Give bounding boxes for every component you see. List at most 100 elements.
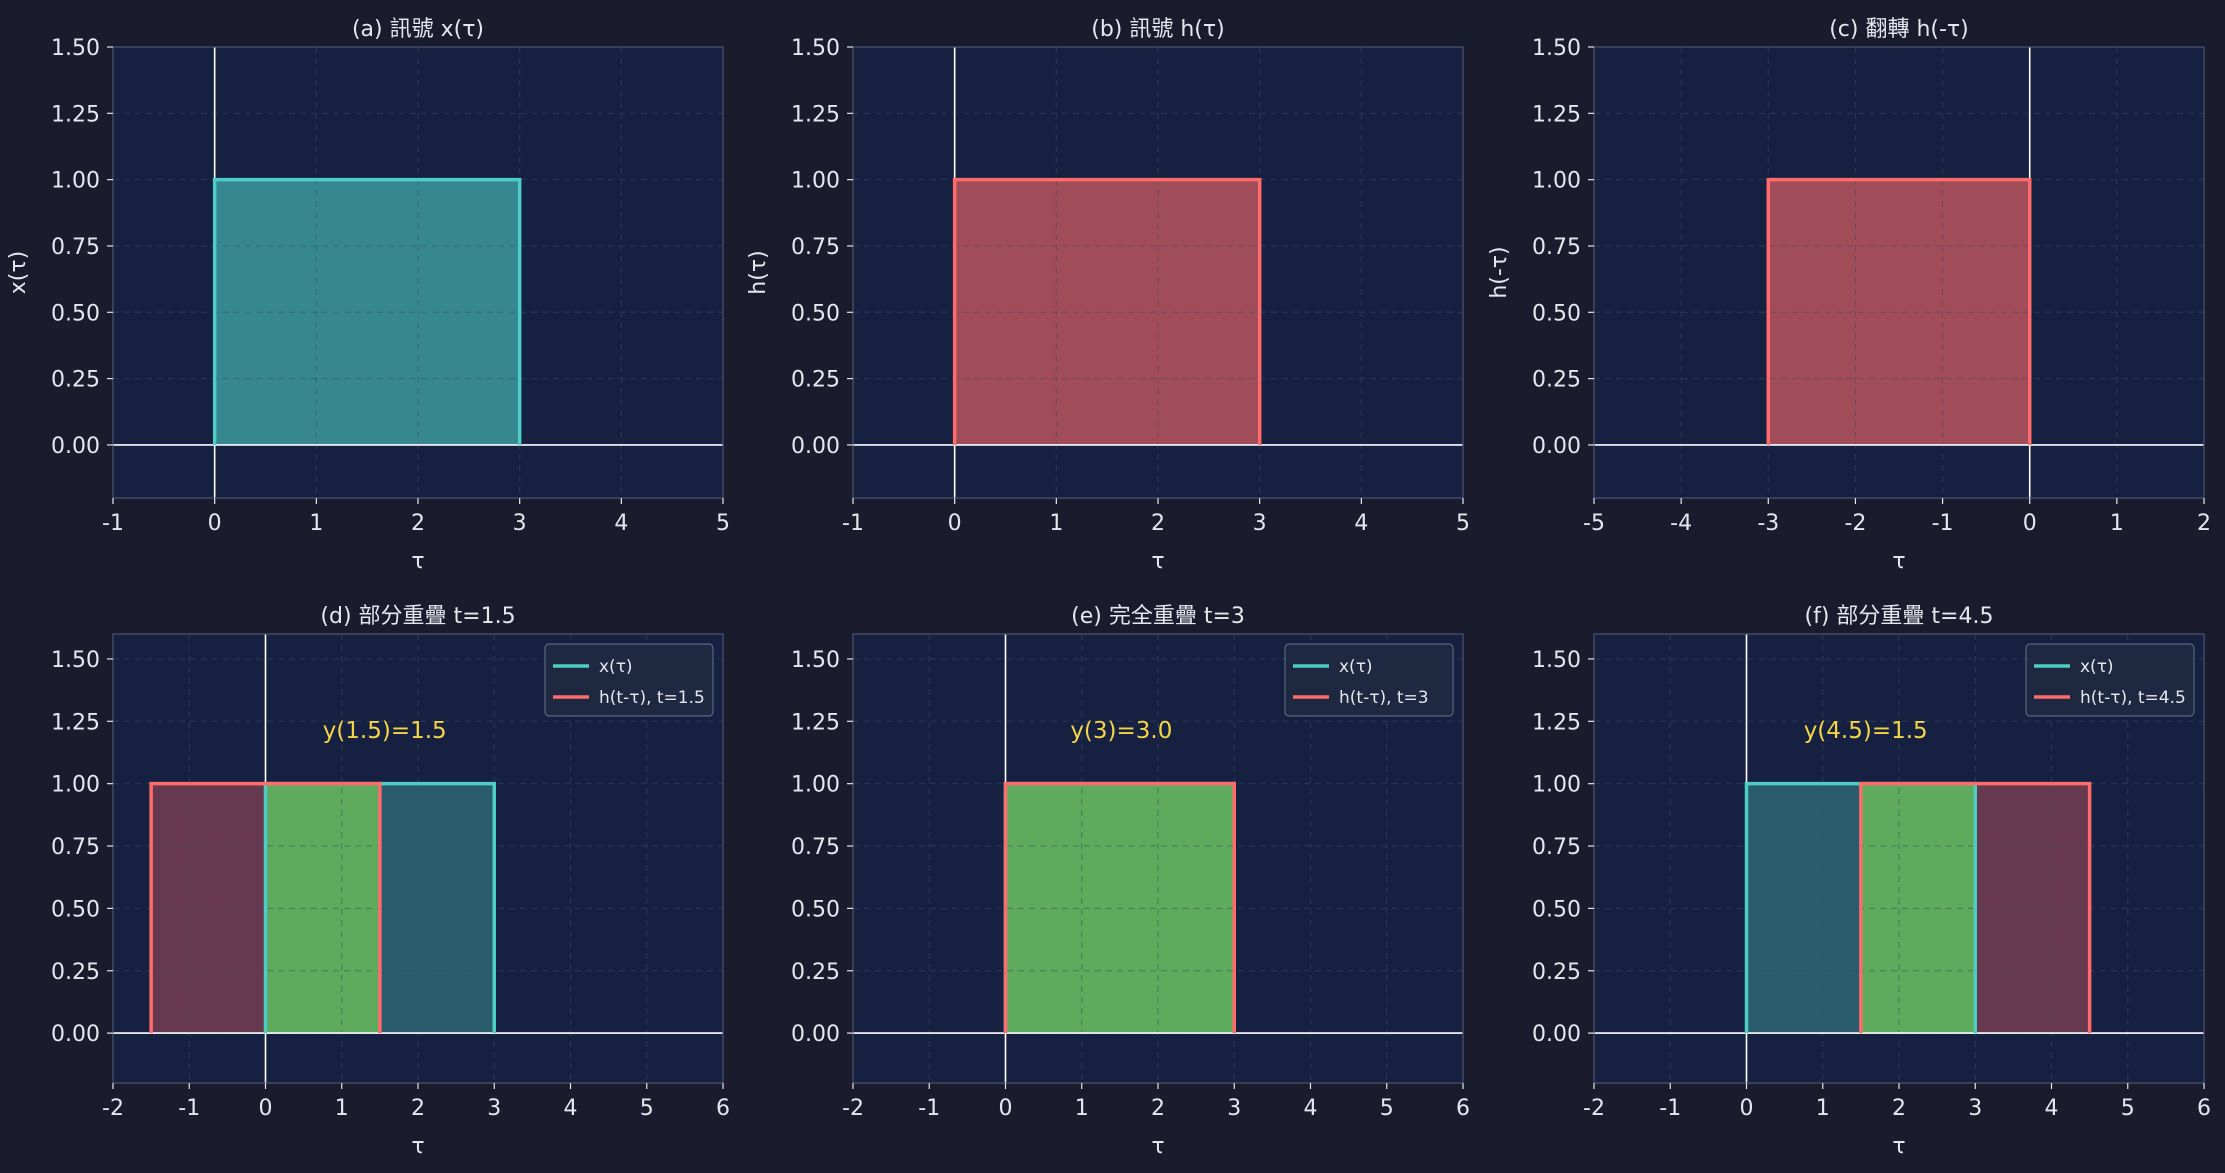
y-tick-label: 1.50 xyxy=(1532,648,1581,673)
signal-line-x xyxy=(212,177,522,445)
x-tick-label: 6 xyxy=(716,1096,730,1121)
x-axis-label: τ xyxy=(1151,549,1164,574)
x-tick-label: 1 xyxy=(309,511,323,536)
y-tick-label: 0.50 xyxy=(1532,897,1581,922)
x-tick-label: 5 xyxy=(640,1096,654,1121)
y-tick-label: 1.00 xyxy=(1532,773,1581,798)
y-tick-label: 0.25 xyxy=(1532,960,1581,985)
legend-label: h(t-τ), t=4.5 xyxy=(2080,688,2186,708)
legend-label: x(τ) xyxy=(2080,657,2114,677)
y-tick-label: 0.50 xyxy=(51,897,100,922)
y-tick-label: 0.00 xyxy=(791,1022,840,1047)
x-tick-label: 2 xyxy=(1151,511,1165,536)
y-tick-label: 0.50 xyxy=(51,301,100,326)
y-tick-label: 0.25 xyxy=(791,368,840,393)
x-tick-label: 3 xyxy=(1968,1096,1982,1121)
x-tick-label: -4 xyxy=(1670,511,1692,536)
y-tick-label: 0.00 xyxy=(51,434,100,459)
x-tick-label: 4 xyxy=(564,1096,578,1121)
y-tick-label: 0.75 xyxy=(51,235,100,260)
y-tick-label: 1.50 xyxy=(51,36,100,61)
x-tick-label: 0 xyxy=(259,1096,273,1121)
y-tick-label: 0.50 xyxy=(791,301,840,326)
signal-line-h xyxy=(149,781,382,1034)
x-tick-label: 4 xyxy=(2045,1096,2059,1121)
x-tick-label: 2 xyxy=(411,1096,425,1121)
x-tick-label: -5 xyxy=(1583,511,1605,536)
result-annotation: y(1.5)=1.5 xyxy=(323,718,447,744)
x-tick-label: 1 xyxy=(1075,1096,1089,1121)
x-tick-label: 0 xyxy=(948,511,962,536)
y-tick-label: 1.25 xyxy=(51,102,100,127)
x-tick-label: 4 xyxy=(1304,1096,1318,1121)
x-tick-label: 1 xyxy=(1049,511,1063,536)
y-tick-label: 1.50 xyxy=(1532,36,1581,61)
chart-panel-2: -5 -4 -3 -2 -1 0 1 2 0.00 0.25 0.50 0.75 1.00 1.25 1.5… xyxy=(1487,17,2211,574)
x-tick-label: 1 xyxy=(1816,1096,1830,1121)
chart-title: (e) 完全重疊 t=3 xyxy=(1071,604,1245,629)
x-tick-label: 2 xyxy=(2197,511,2211,536)
chart-title: (a) 訊號 x(τ) xyxy=(352,17,484,42)
x-tick-label: 5 xyxy=(1456,511,1470,536)
chart-title: (d) 部分重疊 t=1.5 xyxy=(320,604,515,629)
chart-title: (b) 訊號 h(τ) xyxy=(1091,17,1224,42)
y-tick-label: 0.25 xyxy=(51,960,100,985)
y-tick-label: 1.00 xyxy=(1532,169,1581,194)
y-tick-label: 1.50 xyxy=(791,648,840,673)
legend-label: x(τ) xyxy=(1339,657,1373,677)
x-tick-label: -1 xyxy=(102,511,124,536)
y-tick-label: 0.75 xyxy=(51,835,100,860)
signal-line-h xyxy=(1766,177,2032,445)
x-tick-label: -2 xyxy=(1844,511,1866,536)
y-tick-label: 1.25 xyxy=(51,710,100,735)
signal-line-h xyxy=(1859,781,2092,1034)
x-tick-label: 1 xyxy=(335,1096,349,1121)
x-tick-label: 4 xyxy=(614,511,628,536)
y-tick-label: 0.75 xyxy=(791,235,840,260)
overlap-area xyxy=(1860,783,1976,1034)
y-tick-label: 1.00 xyxy=(51,773,100,798)
y-tick-label: 0.25 xyxy=(51,368,100,393)
x-tick-label: 5 xyxy=(716,511,730,536)
y-tick-label: 1.00 xyxy=(51,169,100,194)
legend-label: h(t-τ), t=1.5 xyxy=(599,688,705,708)
x-tick-label: -1 xyxy=(1659,1096,1681,1121)
result-annotation: y(4.5)=1.5 xyxy=(1804,718,1928,744)
x-tick-label: -1 xyxy=(1932,511,1954,536)
y-tick-label: 0.75 xyxy=(791,835,840,860)
y-tick-label: 0.00 xyxy=(1532,1022,1581,1047)
y-tick-label: 1.25 xyxy=(1532,710,1581,735)
signal-fill-h xyxy=(954,179,1260,445)
chart-panel-0: -1 0 1 2 3 4 5 0.00 0.25 0.50 0.75 1.00 1.25 1.50 (a) … xyxy=(6,17,730,574)
chart-panel-1: -1 0 1 2 3 4 5 0.00 0.25 0.50 0.75 1.00 1.25 1.50 (b) … xyxy=(746,17,1470,574)
x-axis-label: τ xyxy=(411,1134,424,1159)
overlap-area xyxy=(1005,783,1235,1034)
chart-panel-5: -2 -1 0 1 2 3 4 5 6 0.00 0.25 0.50 0.75 1.00 1.25 1.50 (… xyxy=(1532,604,2211,1159)
x-tick-label: 0 xyxy=(208,511,222,536)
x-tick-label: -3 xyxy=(1757,511,1779,536)
x-tick-label: 3 xyxy=(1227,1096,1241,1121)
signal-line-h xyxy=(1003,781,1236,1034)
x-tick-label: 5 xyxy=(2121,1096,2135,1121)
x-tick-label: 4 xyxy=(1354,511,1368,536)
y-axis-label: h(τ) xyxy=(746,250,771,294)
x-axis-label: τ xyxy=(1151,1134,1164,1159)
x-tick-label: -2 xyxy=(1583,1096,1605,1121)
x-tick-label: 2 xyxy=(1892,1096,1906,1121)
y-tick-label: 1.25 xyxy=(1532,102,1581,127)
x-tick-label: -1 xyxy=(178,1096,200,1121)
y-tick-label: 0.00 xyxy=(791,434,840,459)
x-tick-label: 1 xyxy=(2110,511,2124,536)
x-tick-label: -1 xyxy=(918,1096,940,1121)
chart-title: (c) 翻轉 h(-τ) xyxy=(1829,17,1969,42)
x-tick-label: -1 xyxy=(842,511,864,536)
x-axis-label: τ xyxy=(1892,549,1905,574)
legend-label: x(τ) xyxy=(599,657,633,677)
chart-panel-3: -2 -1 0 1 2 3 4 5 6 0.00 0.25 0.50 0.75 1.00 1.25 1.50 (… xyxy=(51,604,730,1159)
y-tick-label: 0.50 xyxy=(791,897,840,922)
x-tick-label: 0 xyxy=(1740,1096,1754,1121)
x-tick-label: 3 xyxy=(513,511,527,536)
overlap-area xyxy=(265,783,380,1034)
x-tick-label: 6 xyxy=(1456,1096,1470,1121)
y-tick-label: 1.50 xyxy=(791,36,840,61)
